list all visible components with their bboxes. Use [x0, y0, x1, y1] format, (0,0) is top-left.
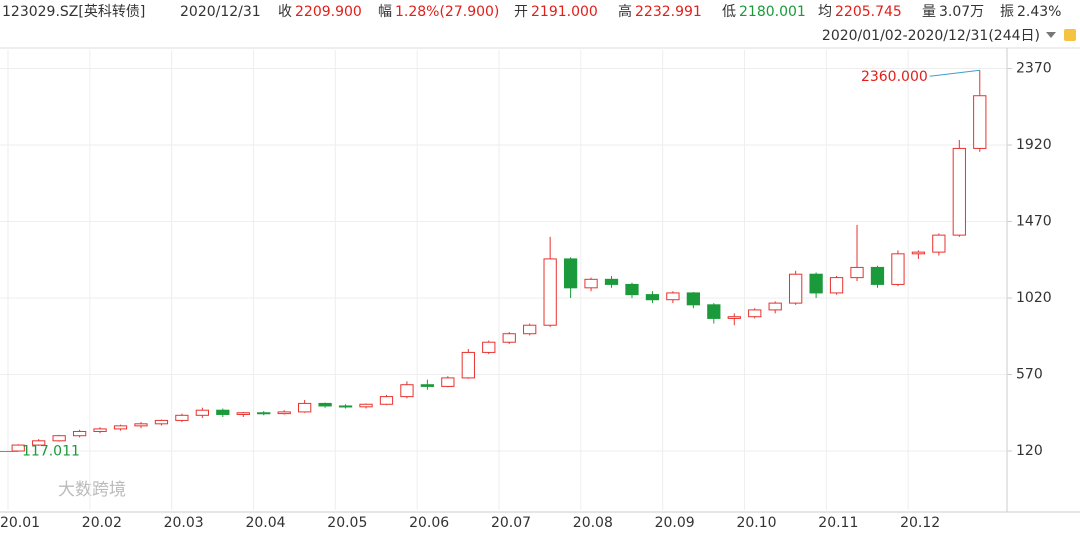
dropdown-icon[interactable]: [1046, 32, 1056, 38]
header-value: 2180.001: [739, 4, 806, 20]
x-tick-label: 20.09: [655, 515, 695, 531]
header-value: 2232.991: [635, 4, 702, 20]
candle-body: [563, 258, 578, 289]
x-tick-label: 20.04: [245, 515, 285, 531]
y-tick-label: 1470: [1016, 214, 1052, 230]
candle-body: [604, 278, 619, 285]
header-label: 开: [514, 4, 528, 20]
candle-body: [686, 292, 700, 306]
date: 2020/12/31: [180, 4, 261, 20]
candle-body: [829, 277, 844, 294]
candle-body: [543, 258, 557, 326]
settings-icon[interactable]: [1064, 29, 1076, 41]
candle-body: [72, 430, 87, 437]
candle-body: [11, 444, 25, 452]
candle-body: [154, 419, 169, 425]
candle-body: [482, 341, 496, 353]
header-label: 振: [1000, 4, 1014, 20]
high-label: 2360.000: [861, 69, 928, 85]
candle-body: [891, 253, 905, 285]
candle-body: [932, 234, 946, 253]
candle-body: [359, 403, 373, 408]
candle-body: [195, 409, 209, 416]
candle-body: [420, 384, 435, 387]
date-range[interactable]: 2020/01/02-2020/12/31(244日): [822, 28, 1040, 44]
candle-body: [666, 292, 680, 301]
candle-body: [625, 283, 639, 296]
candle-body: [277, 411, 291, 415]
candle-body: [523, 324, 537, 335]
candle-body: [216, 409, 230, 415]
header-value: 2191.000: [531, 4, 598, 20]
x-tick-label: 20.03: [164, 515, 204, 531]
header-value: 2.43%: [1017, 4, 1061, 20]
header-value: 1.28%(27.900): [395, 4, 499, 20]
watermark: 大数跨境: [58, 480, 126, 500]
candle-body: [727, 316, 741, 319]
header-value: 2209.900: [295, 4, 362, 20]
x-tick-label: 20.12: [900, 515, 940, 531]
candle-body: [789, 273, 803, 304]
candle-body: [379, 396, 394, 405]
candle-body: [441, 377, 455, 387]
y-tick-label: 1920: [1016, 137, 1052, 153]
candle-body: [461, 351, 475, 379]
candle-body: [298, 402, 312, 413]
header-value: 3.07万: [939, 4, 984, 20]
candle-body: [768, 302, 782, 311]
low-label: 117.011: [22, 444, 80, 460]
header-label: 收: [278, 4, 292, 20]
candle-body: [911, 251, 926, 255]
candle-body: [707, 304, 721, 319]
candle-body: [32, 440, 46, 446]
x-tick-label: 20.02: [82, 515, 122, 531]
header-label: 低: [722, 4, 736, 20]
candle-body: [645, 294, 660, 301]
candle-body: [338, 405, 353, 408]
candle-body: [973, 95, 987, 149]
header-value: 2205.745: [835, 4, 902, 20]
y-tick-label: 2370: [1016, 61, 1052, 77]
candle-body: [318, 402, 332, 407]
x-tick-label: 20.10: [736, 515, 776, 531]
candle-body: [113, 425, 128, 430]
header-label: 均: [818, 4, 832, 20]
x-tick-label: 20.08: [573, 515, 613, 531]
y-tick-label: 120: [1016, 443, 1043, 459]
x-tick-label: 20.06: [409, 515, 449, 531]
candle-body: [175, 414, 189, 421]
stock-code: 123029.SZ[英科转债]: [2, 3, 145, 20]
x-tick-label: 20.07: [491, 515, 531, 531]
candle-body: [257, 412, 271, 415]
header-label: 幅: [378, 4, 392, 20]
x-tick-label: 20.01: [0, 515, 40, 531]
candle-body: [93, 428, 107, 432]
candle-body: [809, 273, 823, 294]
header-label: 高: [618, 3, 632, 20]
candle-body: [952, 147, 966, 236]
candle-body: [748, 309, 762, 318]
x-tick-label: 20.11: [818, 515, 858, 531]
y-tick-label: 570: [1016, 367, 1043, 383]
candle-body: [236, 412, 250, 415]
candle-body: [400, 384, 414, 398]
candle-body: [52, 435, 66, 442]
header-label: 量: [922, 4, 936, 20]
candle-body: [850, 266, 864, 279]
candle-body: [134, 423, 148, 427]
candle-body: [502, 333, 516, 343]
candle-body: [870, 266, 885, 285]
y-tick-label: 1020: [1016, 290, 1052, 306]
x-tick-label: 20.05: [327, 515, 367, 531]
high-arrow: [929, 69, 980, 77]
candle-body: [584, 278, 598, 289]
